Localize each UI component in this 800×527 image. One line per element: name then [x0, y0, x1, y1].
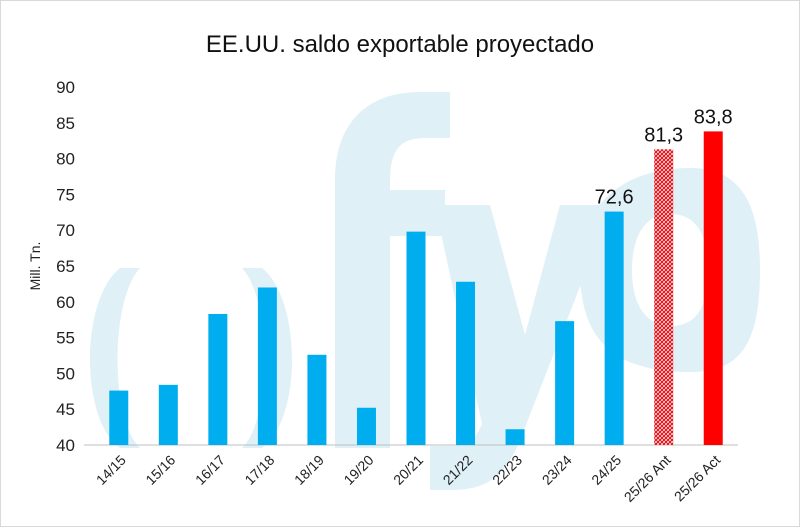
y-tick-label: 50: [56, 364, 75, 383]
y-tick-label: 75: [56, 185, 75, 204]
x-tick-label: 25/26 Ant: [621, 452, 674, 505]
x-axis-ticks: 14/15 15/16 16/17 17/18 18/19 19/20 20/21 21/22…: [93, 452, 724, 505]
x-tick-label: 16/17: [192, 452, 228, 488]
y-axis-label: Mill. Tn.: [27, 242, 43, 291]
data-label: 72,6: [595, 187, 634, 209]
x-tick-label: 15/16: [142, 452, 178, 488]
bar-23-24: [555, 321, 575, 445]
y-tick-label: 55: [56, 329, 75, 348]
bar-15-16: [158, 384, 178, 445]
y-tick-label: 40: [56, 436, 75, 455]
y-tick-label: 90: [56, 78, 75, 97]
x-tick-label: 17/18: [241, 452, 277, 488]
y-tick-label: 65: [56, 257, 75, 276]
bar-22-23: [505, 429, 525, 445]
bar-21-22: [456, 281, 476, 445]
bar-25-26-ant: [654, 149, 674, 446]
x-tick-label: 23/24: [539, 452, 575, 488]
x-tick-label: 18/19: [291, 452, 327, 488]
bars: [109, 131, 723, 446]
data-label: 83,8: [694, 106, 733, 128]
x-tick-label: 14/15: [93, 452, 129, 488]
bar-19-20: [356, 407, 376, 445]
bar-16-17: [208, 313, 228, 445]
bar-24-25: [604, 211, 624, 445]
bar-25-26-act: [703, 131, 723, 445]
y-tick-label: 60: [56, 293, 75, 312]
y-tick-label: 70: [56, 221, 75, 240]
x-tick-label: 19/20: [340, 452, 376, 488]
data-labels: 72,6 81,3 83,8: [595, 106, 733, 208]
y-tick-label: 80: [56, 150, 75, 169]
bar-17-18: [257, 287, 277, 445]
y-tick-label: 45: [56, 400, 75, 419]
bar-20-21: [406, 231, 426, 445]
y-axis-ticks: 40 45 50 55 60 65 70 75 80 85 90: [56, 78, 75, 455]
x-tick-label: 25/26 Act: [671, 452, 724, 505]
bar-14-15: [109, 390, 129, 445]
x-tick-label: 24/25: [588, 452, 624, 488]
x-tick-label: 20/21: [390, 452, 426, 488]
data-label: 81,3: [644, 124, 683, 146]
bar-18-19: [307, 354, 327, 445]
chart-title: EE.UU. saldo exportable proyectado: [206, 31, 594, 58]
y-tick-label: 85: [56, 114, 75, 133]
